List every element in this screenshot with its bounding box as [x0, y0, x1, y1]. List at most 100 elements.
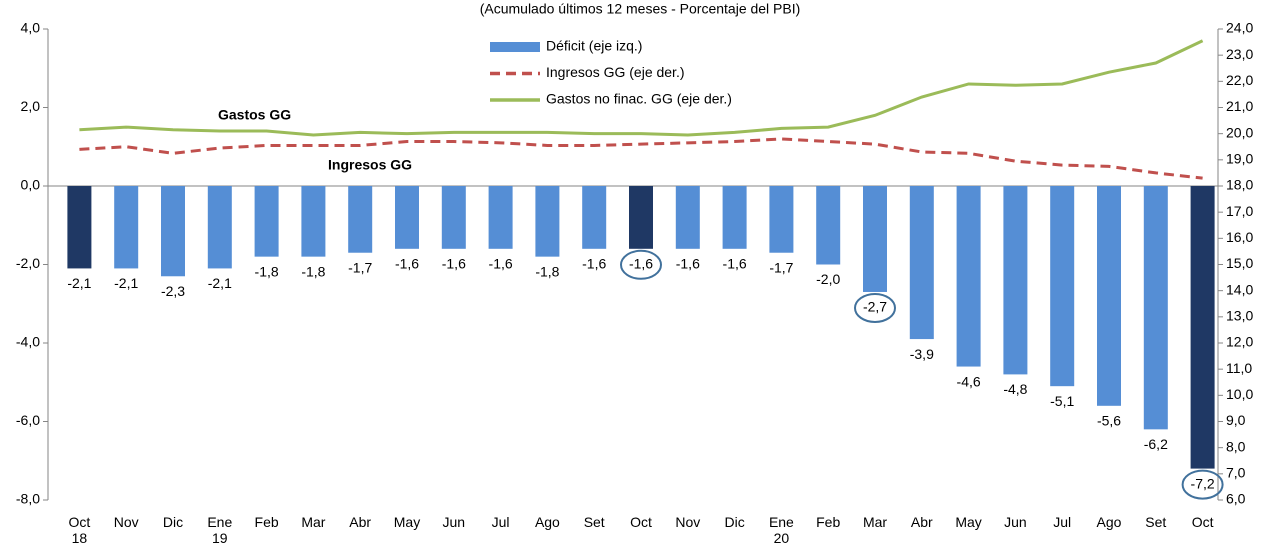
data-label: -1,6 — [582, 256, 606, 272]
bar — [161, 186, 185, 277]
data-label: -2,1 — [208, 275, 232, 291]
x-tick-label: Jun — [443, 514, 466, 530]
legend-label: Déficit (eje izq.) — [546, 38, 642, 54]
data-label: -1,6 — [629, 256, 653, 272]
data-label: -1,6 — [489, 256, 513, 272]
data-label: -1,8 — [255, 263, 279, 279]
x-tick-label: Oct — [1192, 514, 1214, 530]
bar — [722, 186, 747, 249]
x-tick-label: Mar — [301, 514, 325, 530]
y2-tick-label: 14,0 — [1226, 281, 1253, 297]
data-label: -2,1 — [114, 275, 138, 291]
legend-label: Ingresos GG (eje der.) — [546, 64, 685, 80]
bar — [863, 186, 887, 292]
data-label: -4,6 — [957, 373, 981, 389]
x-tick-label: Mar — [863, 514, 887, 530]
bar — [816, 186, 841, 265]
bar — [348, 186, 373, 253]
y2-tick-label: 18,0 — [1226, 177, 1253, 193]
data-label: -1,6 — [723, 256, 747, 272]
data-label: -1,7 — [769, 259, 793, 275]
x-tick-label: Oct 18 — [69, 514, 91, 543]
bar — [956, 186, 981, 367]
bar — [254, 186, 279, 257]
bar — [535, 186, 560, 257]
x-tick-label: Jun — [1004, 514, 1027, 530]
y2-tick-label: 10,0 — [1226, 386, 1253, 402]
y2-tick-label: 24,0 — [1226, 20, 1253, 36]
annotation: Gastos GG — [218, 107, 291, 123]
y-tick-label: 4,0 — [21, 20, 41, 36]
y2-tick-label: 22,0 — [1226, 72, 1253, 88]
y-tick-label: -8,0 — [16, 491, 40, 507]
y-tick-label: -2,0 — [16, 255, 40, 271]
data-label: -1,8 — [535, 263, 559, 279]
bar — [301, 186, 326, 257]
x-tick-label: May — [955, 514, 981, 530]
highlight-circle — [1181, 469, 1224, 500]
x-tick-label: Ene 19 — [207, 514, 232, 543]
data-label: -1,8 — [301, 263, 325, 279]
y2-tick-label: 12,0 — [1226, 334, 1253, 350]
y2-tick-label: 7,0 — [1226, 465, 1246, 481]
x-tick-label: Abr — [911, 514, 933, 530]
x-tick-label: Jul — [1053, 514, 1071, 530]
bar — [1003, 186, 1028, 375]
y2-tick-label: 16,0 — [1226, 229, 1253, 245]
data-label: -7,2 — [1191, 475, 1215, 491]
bar — [488, 186, 513, 249]
y2-tick-label: 23,0 — [1226, 46, 1253, 62]
data-label: -3,9 — [910, 346, 934, 362]
y-tick-label: 0,0 — [21, 177, 41, 193]
data-label: -1,6 — [676, 256, 700, 272]
bar — [441, 186, 466, 249]
x-tick-label: Feb — [255, 514, 279, 530]
x-tick-label: Dic — [724, 514, 744, 530]
chart-subtitle: (Acumulado últimos 12 meses - Porcentaje… — [480, 1, 801, 17]
y2-tick-label: 9,0 — [1226, 412, 1246, 428]
y2-tick-label: 13,0 — [1226, 308, 1253, 324]
y2-tick-label: 17,0 — [1226, 203, 1253, 219]
y2-tick-label: 11,0 — [1226, 360, 1252, 376]
data-label: -2,1 — [67, 275, 91, 291]
x-tick-label: Set — [1145, 514, 1166, 530]
bar — [395, 186, 419, 249]
bar — [207, 186, 232, 269]
y-tick-label: -6,0 — [16, 412, 40, 428]
bar — [769, 186, 794, 253]
bar — [1143, 186, 1168, 430]
bar — [675, 186, 700, 249]
bar — [629, 186, 653, 249]
data-label: -2,0 — [816, 271, 840, 287]
data-label: -6,2 — [1144, 436, 1168, 452]
x-tick-label: Oct — [630, 514, 652, 530]
data-label: -5,6 — [1097, 413, 1121, 429]
y2-tick-label: 6,0 — [1226, 491, 1246, 507]
x-tick-label: May — [394, 514, 420, 530]
line — [79, 137, 1203, 180]
data-label: -1,6 — [442, 256, 466, 272]
data-label: -4,8 — [1003, 381, 1027, 397]
y2-tick-label: 20,0 — [1226, 124, 1253, 140]
highlight-circle — [854, 292, 896, 323]
bar — [1190, 186, 1215, 469]
x-tick-label: Nov — [675, 514, 700, 530]
bar — [67, 186, 92, 269]
y-tick-label: -4,0 — [16, 334, 40, 350]
x-tick-label: Abr — [349, 514, 371, 530]
bar — [1050, 186, 1075, 387]
x-tick-label: Jul — [492, 514, 510, 530]
bar — [1097, 186, 1121, 406]
x-tick-label: Feb — [816, 514, 840, 530]
x-tick-label: Set — [584, 514, 605, 530]
y2-tick-label: 8,0 — [1226, 438, 1246, 454]
annotation: Ingresos GG — [328, 157, 412, 173]
bar — [114, 186, 139, 269]
data-label: -5,1 — [1050, 393, 1074, 409]
legend-label: Gastos no finac. GG (eje der.) — [546, 91, 732, 107]
x-tick-label: Ago — [535, 514, 560, 530]
y2-tick-label: 21,0 — [1226, 98, 1253, 114]
highlight-circle — [620, 249, 662, 280]
bar — [909, 186, 934, 340]
y-tick-label: 2,0 — [21, 98, 41, 114]
